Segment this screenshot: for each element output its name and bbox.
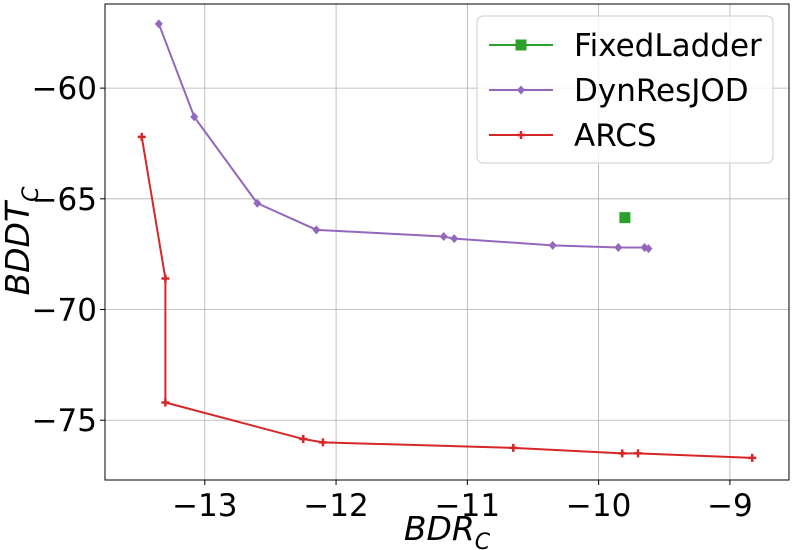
- x-axis-label: BDRC: [404, 509, 491, 550]
- legend-entry-dynresjod: DynResJOD: [489, 73, 749, 109]
- x-tick-label: −12: [303, 488, 368, 524]
- axis-ticks: −13 −12 −11 −10 −9 −60 −65 −70 −75: [32, 71, 753, 524]
- data-point-arcs: [509, 443, 518, 452]
- data-point-arcs: [618, 449, 627, 458]
- data-point-fixedladder: [619, 212, 631, 224]
- data-point-dynresjod: [312, 225, 321, 235]
- legend-entry-arcs: ARCS: [489, 118, 657, 154]
- x-tick-label: −11: [435, 488, 500, 524]
- y-axis-label: BDDTC: [0, 186, 44, 296]
- x-axis-label-main: BDR: [404, 509, 475, 548]
- series-dynresjod: [154, 19, 653, 254]
- y-tick-label: −70: [32, 293, 97, 329]
- x-tick-label: −9: [707, 488, 753, 524]
- x-tick-label: −10: [566, 488, 631, 524]
- legend-marker-fixedladder: [515, 39, 527, 51]
- legend-label-arcs: ARCS: [574, 118, 657, 154]
- data-point-dynresjod: [450, 234, 459, 244]
- data-point-arcs: [161, 274, 170, 283]
- plot-frame: [104, 3, 790, 481]
- y-axis-label-main: BDDT: [0, 199, 37, 295]
- series-layer: [137, 19, 757, 462]
- series-fixedladder: [619, 212, 631, 224]
- data-point-dynresjod: [439, 231, 448, 241]
- data-point-dynresjod: [548, 240, 557, 250]
- y-tick-label: −60: [32, 71, 97, 107]
- legend-label-dynresjod: DynResJOD: [574, 73, 749, 109]
- legend: FixedLadder DynResJOD ARCS: [476, 15, 774, 164]
- data-point-dynresjod: [614, 243, 623, 253]
- y-axis-label-subscript: C: [19, 186, 44, 202]
- data-point-dynresjod: [190, 112, 199, 122]
- data-point-arcs: [161, 398, 170, 407]
- data-point-arcs: [299, 435, 308, 444]
- data-point-arcs: [634, 449, 643, 458]
- legend-label-fixedladder: FixedLadder: [574, 28, 762, 64]
- legend-marker-dynresjod: [517, 85, 525, 95]
- y-tick-label: −65: [32, 182, 97, 218]
- x-axis-label-subscript: C: [475, 530, 491, 550]
- data-point-arcs: [137, 132, 146, 141]
- series-arcs: [137, 132, 757, 462]
- data-point-arcs: [318, 438, 327, 447]
- series-line-dynresjod: [157, 23, 649, 250]
- data-point-arcs: [748, 453, 757, 462]
- y-tick-label: −75: [32, 403, 97, 439]
- data-point-dynresjod: [644, 244, 653, 254]
- data-point-dynresjod: [154, 19, 163, 29]
- data-point-dynresjod: [253, 198, 262, 208]
- legend-marker-arcs: [517, 131, 525, 139]
- legend-entry-fixedladder: FixedLadder: [489, 28, 762, 64]
- legend-box: [476, 15, 774, 164]
- x-tick-label: −13: [172, 488, 237, 524]
